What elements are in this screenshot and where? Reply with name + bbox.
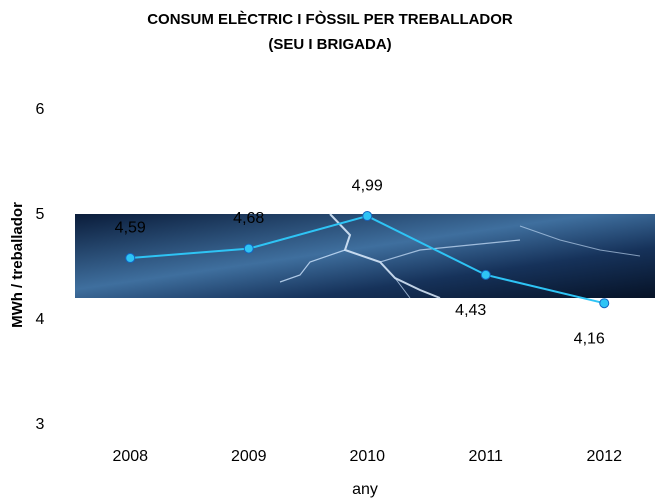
x-tick-label: 2009 <box>231 448 267 465</box>
marker <box>362 211 373 222</box>
y-tick-label: 3 <box>36 416 45 433</box>
data-label: 4,59 <box>115 219 146 236</box>
marker <box>480 269 491 280</box>
x-axis-label: any <box>352 481 378 498</box>
x-tick-label: 2010 <box>349 448 385 465</box>
x-tick-label: 2011 <box>469 448 504 465</box>
y-axis-label: MWh / treballador <box>9 202 26 328</box>
data-label: 4,16 <box>574 330 605 347</box>
data-label: 4,43 <box>455 302 486 319</box>
x-tick-label: 2008 <box>112 448 148 465</box>
marker <box>599 298 610 309</box>
marker <box>125 253 136 264</box>
y-tick-label: 4 <box>36 311 45 328</box>
chart-title: CONSUM ELÈCTRIC I FÒSSIL PER TREBALLADOR <box>147 10 513 28</box>
data-label: 4,99 <box>352 177 383 194</box>
y-tick-label: 6 <box>36 101 45 118</box>
x-tick-label: 2012 <box>586 448 622 465</box>
chart-subtitle: (SEU I BRIGADA) <box>268 36 391 53</box>
marker <box>243 243 254 254</box>
data-label: 4,68 <box>233 210 264 227</box>
y-tick-label: 5 <box>36 206 45 223</box>
background-image <box>75 213 655 299</box>
